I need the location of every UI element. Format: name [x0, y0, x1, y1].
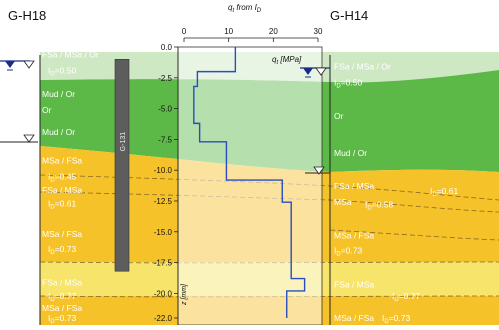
depth-axis: 0.0 -2.5 -5.0 -7.5 -10.0 -12.5 -15.0 -17.5 -20.0… — [154, 43, 179, 325]
depth-axis-tick-label: -22.0 — [154, 314, 173, 323]
layer-label: Or — [334, 111, 344, 121]
layer-label: MSa / FSa — [42, 229, 82, 239]
depth-axis-tick-label: -10.0 — [154, 166, 173, 175]
layer-label: MSa — [334, 197, 352, 207]
right-layer-labels: FSa / MSa / Or ID=0.50 Or Mud / Or FSa / MSa… — [334, 62, 458, 325]
layer-label: FSa / MSa — [334, 280, 374, 290]
layer-label: ID=0.61 — [48, 198, 76, 210]
layer-label: ID=0.61 — [430, 186, 458, 198]
water-table-marker — [300, 67, 330, 78]
top-axis-label: qt from ID — [228, 3, 262, 14]
layer-label: Mud / Or — [42, 89, 75, 99]
qt-profile-line — [193, 47, 306, 318]
water-table-marker — [0, 60, 35, 71]
layer-label: ID=0.50 — [48, 65, 76, 77]
top-axis: 0 10 20 30 — [182, 27, 323, 42]
layer-label: FSa / MSa — [42, 277, 82, 287]
layer-label: FSa / MSa / Or — [42, 49, 99, 59]
chart-panel — [177, 46, 323, 326]
boundary-line — [39, 191, 499, 213]
layer-label: Mud / Or — [334, 148, 367, 158]
layer-label: Mud / Or — [42, 127, 75, 137]
layer-label: ID=0.73 — [48, 313, 76, 325]
layer-label: ID=0.58 — [365, 200, 393, 212]
depth-axis-tick-label: -20.0 — [154, 289, 173, 298]
depth-axis-tick-label: -5.0 — [158, 105, 172, 114]
profile-label: qt [MPa] — [272, 55, 302, 66]
layer-label: Or — [42, 105, 52, 115]
right-borehole-title: G-H14 — [330, 8, 368, 23]
layer-label: FSa / MSa — [42, 185, 82, 195]
layer-label: ID=0.73 — [48, 244, 76, 256]
layer-label: ID=0.77 — [392, 291, 420, 303]
layer-label: MSa / FSa — [334, 230, 374, 240]
layer-label: ID=0.73 — [382, 313, 410, 325]
boundary-line — [39, 174, 499, 201]
depth-axis-tick-label: -2.5 — [158, 74, 172, 83]
water-table-marker — [0, 134, 38, 143]
layer-label: FSa / MSa — [334, 181, 374, 191]
depth-axis-tick-label: -7.5 — [158, 135, 172, 144]
layer-label: ID=0.45 — [48, 171, 76, 183]
water-table-markers — [0, 60, 330, 175]
top-axis-tick-label: 30 — [314, 27, 323, 36]
layer-label: MSa / FSa — [334, 313, 374, 323]
layer-label: MSa / FSa — [42, 303, 82, 313]
top-axis-tick-label: 20 — [269, 27, 278, 36]
depth-axis-tick-label: 0.0 — [161, 43, 173, 52]
layer-label: MSa / FSa — [42, 155, 82, 165]
layer-label: FSa / MSa / Or — [334, 62, 391, 72]
left-layer-labels: FSa / MSa / Or ID=0.50 Mud / Or Or Mud / Or M… — [42, 49, 99, 325]
layer-label: ID=0.73 — [334, 245, 362, 257]
layer-label: ID=0.50 — [334, 78, 362, 90]
water-table-marker — [305, 166, 330, 175]
depth-axis-tick-label: -17.5 — [154, 259, 173, 268]
qt-profile — [193, 47, 306, 318]
cpt-bar: G-131 — [114, 59, 130, 272]
top-axis-tick-label: 0 — [182, 27, 187, 36]
depth-axis-label: z [mm] — [181, 283, 188, 306]
depth-axis-tick-label: -12.5 — [154, 197, 173, 206]
cpt-bar-label: G-131 — [120, 132, 127, 152]
top-axis-tick-label: 10 — [224, 27, 233, 36]
left-borehole-title: G-H18 — [8, 8, 46, 23]
layer-label: ID=0.77 — [48, 291, 76, 303]
depth-axis-tick-label: -15.0 — [154, 228, 173, 237]
boundary-line — [329, 229, 499, 241]
cpt-bar-rect — [114, 59, 130, 272]
